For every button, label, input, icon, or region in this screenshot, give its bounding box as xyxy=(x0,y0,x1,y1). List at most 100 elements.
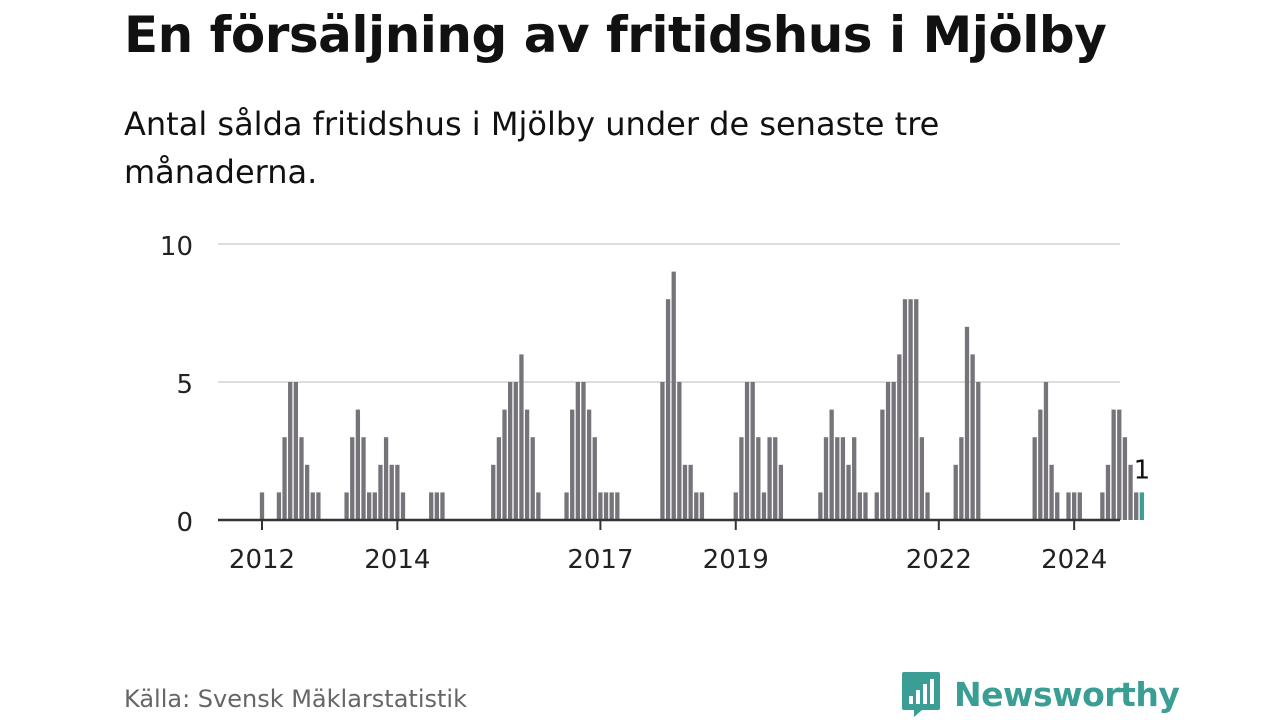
x-axis-labels: 2012 2014 2017 2019 2022 2024 xyxy=(229,520,1107,575)
bar xyxy=(863,492,868,520)
bar xyxy=(1105,464,1111,520)
bar xyxy=(829,409,834,520)
bar xyxy=(778,464,784,520)
bar xyxy=(361,437,366,520)
bar xyxy=(846,464,851,520)
bar xyxy=(609,492,614,520)
y-tick-label: 5 xyxy=(176,370,193,400)
bar xyxy=(564,492,569,520)
bar xyxy=(395,464,400,520)
bar xyxy=(508,382,513,520)
bar xyxy=(282,437,287,520)
bar xyxy=(1072,492,1077,520)
bar xyxy=(1100,492,1105,520)
bar xyxy=(570,409,575,520)
bar xyxy=(310,492,315,520)
bar xyxy=(581,382,586,520)
bar xyxy=(874,492,879,520)
bar xyxy=(350,437,355,520)
bar xyxy=(1038,409,1043,520)
bar xyxy=(586,409,592,520)
bar xyxy=(383,437,389,520)
bar xyxy=(914,299,919,520)
bar xyxy=(761,492,767,520)
bar xyxy=(835,437,840,520)
bar xyxy=(389,464,394,520)
bar xyxy=(682,464,688,520)
x-tick-label: 2022 xyxy=(906,545,972,575)
bar xyxy=(959,437,964,520)
bar xyxy=(677,382,682,520)
bar xyxy=(665,299,671,520)
bar xyxy=(925,492,930,520)
bar xyxy=(1049,464,1054,520)
bar xyxy=(964,326,970,520)
chart-title: En försäljning av fritidshus i Mjölby xyxy=(124,6,1107,64)
bar xyxy=(316,492,321,520)
bar xyxy=(519,354,524,520)
bar xyxy=(773,437,778,520)
y-axis-labels: 0 5 10 xyxy=(160,232,193,538)
bar xyxy=(897,354,902,520)
bar xyxy=(919,437,925,520)
bar xyxy=(1122,437,1128,520)
bar xyxy=(733,492,738,520)
bar xyxy=(372,492,377,520)
bar xyxy=(902,299,908,520)
bar xyxy=(818,492,823,520)
x-tick-label: 2024 xyxy=(1041,545,1107,575)
annotations: 1 xyxy=(1134,455,1151,485)
bar xyxy=(434,492,439,520)
y-tick-label: 10 xyxy=(160,232,193,262)
bar xyxy=(688,464,693,520)
last-value-label: 1 xyxy=(1134,455,1151,485)
bar xyxy=(524,409,530,520)
bar xyxy=(502,409,507,520)
bar xyxy=(429,492,434,520)
bar xyxy=(739,437,744,520)
bar xyxy=(891,382,896,520)
bar xyxy=(671,271,676,520)
bar xyxy=(530,437,535,520)
x-tick-label: 2014 xyxy=(364,545,430,575)
x-tick-label: 2012 xyxy=(229,545,295,575)
bar xyxy=(1111,409,1116,520)
bar xyxy=(367,492,372,520)
newsworthy-logo-icon xyxy=(902,672,940,717)
bar xyxy=(1117,409,1122,520)
bar xyxy=(293,382,298,520)
bar xyxy=(288,382,293,520)
bar xyxy=(852,437,857,520)
bar xyxy=(603,492,609,520)
bar xyxy=(953,464,958,520)
bar xyxy=(823,437,829,520)
bar xyxy=(1134,492,1139,520)
bar xyxy=(259,492,265,520)
bar xyxy=(1043,382,1049,520)
bar xyxy=(276,492,282,520)
bar xyxy=(400,492,406,520)
bar xyxy=(840,437,846,520)
bar xyxy=(885,382,891,520)
bar xyxy=(756,437,761,520)
bar xyxy=(378,464,383,520)
bar xyxy=(970,354,975,520)
bar xyxy=(857,492,862,520)
bar xyxy=(299,437,304,520)
bar xyxy=(592,437,597,520)
bar xyxy=(699,492,705,520)
bar xyxy=(355,409,361,520)
bar xyxy=(304,464,310,520)
bar xyxy=(976,382,981,520)
bars xyxy=(259,271,1144,520)
bar xyxy=(744,382,750,520)
bar xyxy=(513,382,518,520)
source-note: Källa: Svensk Mäklarstatistik xyxy=(124,685,467,713)
bar xyxy=(575,382,580,520)
x-tick-label: 2019 xyxy=(703,545,769,575)
bar xyxy=(1055,492,1060,520)
bar xyxy=(767,437,772,520)
brand-logo[interactable]: Newsworthy xyxy=(900,670,1180,718)
bar xyxy=(1066,492,1071,520)
